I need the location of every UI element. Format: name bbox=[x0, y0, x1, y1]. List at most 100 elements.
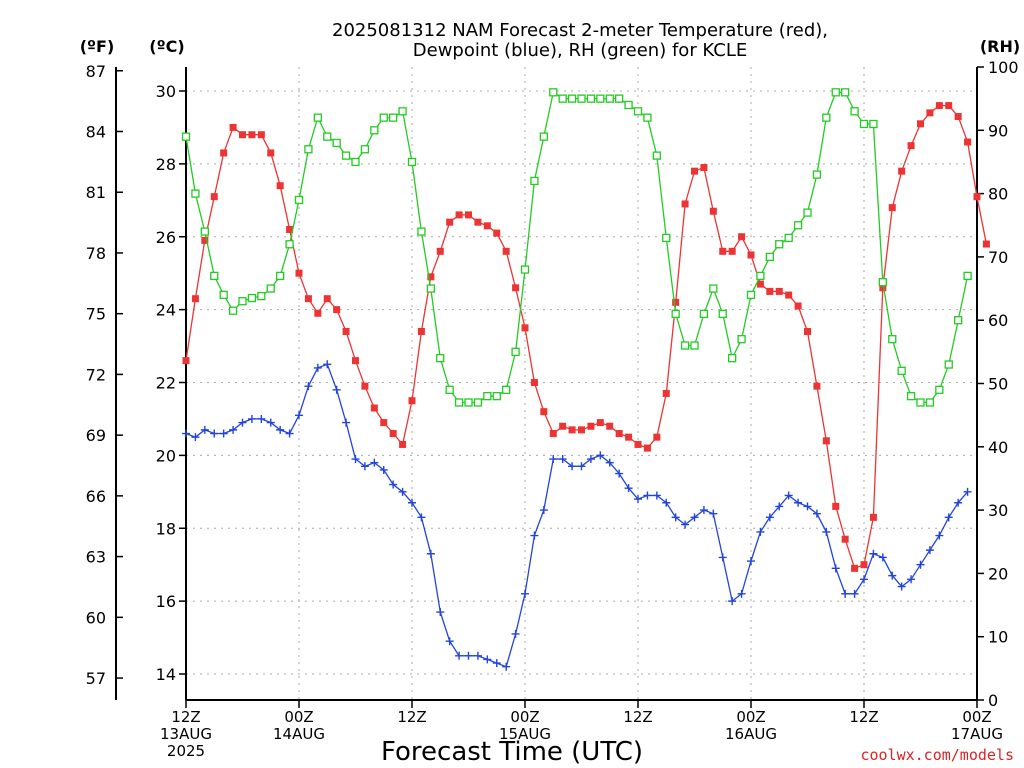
temperature-point bbox=[700, 164, 708, 172]
dewpoint-point bbox=[568, 462, 577, 471]
rh-point bbox=[407, 157, 417, 167]
temperature-point bbox=[257, 131, 265, 139]
temperature-point bbox=[380, 419, 388, 427]
grid-lines bbox=[185, 67, 978, 700]
dewpoint-point bbox=[794, 498, 803, 507]
temperature-point bbox=[549, 430, 557, 438]
rh-point bbox=[897, 366, 906, 375]
x-tick-label: 00Z bbox=[736, 708, 765, 726]
temperature-point bbox=[625, 433, 633, 441]
rh-point bbox=[633, 107, 643, 116]
dewpoint-point bbox=[718, 553, 727, 562]
temperature-point bbox=[954, 113, 962, 121]
dewpoint-point bbox=[370, 458, 379, 467]
temperature-point bbox=[248, 131, 256, 139]
f-tick-label: 63 bbox=[86, 548, 106, 567]
temperature-point bbox=[427, 273, 435, 281]
rh-point bbox=[436, 354, 445, 363]
rh-point bbox=[746, 290, 756, 300]
rh-point bbox=[558, 94, 567, 103]
temperature-point bbox=[813, 382, 821, 390]
title-line-2: Dewpoint (blue), RH (green) for KCLE bbox=[413, 40, 747, 61]
rh-tick-label: 80 bbox=[988, 185, 1008, 204]
dewpoint-point bbox=[229, 425, 238, 434]
rh-point bbox=[567, 94, 577, 103]
rh-point bbox=[869, 119, 878, 129]
temperature-point bbox=[775, 287, 783, 295]
dewpoint-point bbox=[634, 495, 642, 504]
rh-point bbox=[577, 94, 586, 103]
rh-point bbox=[662, 233, 671, 243]
dewpoint-point bbox=[709, 509, 718, 518]
dewpoint-point bbox=[907, 575, 916, 584]
x-tick-label: 00Z bbox=[962, 708, 991, 726]
dewpoint-point bbox=[238, 418, 247, 427]
rh-point bbox=[454, 398, 464, 407]
temperature-point bbox=[982, 240, 990, 248]
temperature-point bbox=[201, 236, 209, 244]
rh-tick-label: 30 bbox=[988, 501, 1008, 520]
temperature-point bbox=[643, 444, 651, 452]
c-tick-label: 30 bbox=[156, 82, 176, 101]
dewpoint-point bbox=[521, 589, 529, 598]
temperature-point bbox=[220, 149, 228, 157]
temperature-point bbox=[333, 306, 341, 314]
rh-point bbox=[294, 195, 304, 205]
x-tick-label: 12Z bbox=[849, 708, 878, 726]
temperature-point bbox=[596, 419, 604, 427]
temperature-point bbox=[926, 109, 934, 117]
temperature-point bbox=[455, 211, 463, 219]
rh-point bbox=[426, 284, 435, 293]
dewpoint-point bbox=[182, 429, 190, 438]
rh-point bbox=[586, 94, 596, 103]
temperature-point bbox=[483, 222, 491, 230]
dewpoint-point bbox=[492, 659, 501, 668]
dewpoint-point bbox=[690, 513, 699, 522]
dewpoint-point bbox=[266, 418, 275, 427]
temperature-point bbox=[267, 149, 275, 157]
right-unit-label: (RH) bbox=[980, 37, 1020, 56]
temperature-point bbox=[352, 357, 359, 365]
rh-point bbox=[822, 113, 831, 122]
dewpoint-point bbox=[671, 513, 680, 522]
temperature-point bbox=[606, 422, 614, 430]
rh-point bbox=[266, 284, 275, 293]
temperature-point bbox=[446, 218, 454, 226]
rh-point bbox=[313, 113, 322, 122]
temperature-point bbox=[568, 426, 576, 434]
dewpoint-point bbox=[445, 637, 454, 646]
x-tick-label: 14AUG bbox=[273, 725, 325, 743]
rh-tick-label: 90 bbox=[988, 121, 1008, 140]
rh-point bbox=[643, 113, 652, 122]
rh-point bbox=[709, 284, 718, 293]
rh-point bbox=[379, 113, 388, 122]
rh-point bbox=[803, 208, 812, 217]
dewpoint-point bbox=[408, 498, 416, 507]
temperature-point bbox=[229, 123, 237, 131]
dewpoint-point bbox=[737, 589, 746, 598]
dewpoint-point bbox=[850, 589, 859, 598]
dewpoint-point bbox=[549, 455, 558, 464]
dewpoint-point bbox=[257, 414, 266, 423]
f-tick-label: 75 bbox=[86, 305, 106, 324]
rh-point bbox=[850, 107, 859, 116]
rh-point bbox=[859, 119, 869, 129]
temperature-point bbox=[521, 324, 529, 332]
temperature-point bbox=[276, 182, 284, 190]
x-tick-label: 2025 bbox=[167, 742, 205, 760]
rh-point bbox=[878, 278, 887, 287]
dewpoint-point bbox=[342, 418, 351, 427]
temperature-point bbox=[917, 120, 924, 128]
rh-point bbox=[963, 271, 972, 281]
dewpoint-point bbox=[530, 531, 539, 540]
c-tick-label: 28 bbox=[156, 155, 176, 174]
dewpoint-point bbox=[483, 655, 492, 664]
rh-point bbox=[530, 176, 539, 186]
x-tick-label: 12Z bbox=[623, 708, 652, 726]
dewpoint-point bbox=[662, 498, 671, 507]
temperature-point bbox=[304, 295, 312, 303]
rh-point bbox=[285, 240, 294, 249]
rh-point bbox=[596, 94, 605, 103]
temperature-point bbox=[342, 327, 350, 335]
